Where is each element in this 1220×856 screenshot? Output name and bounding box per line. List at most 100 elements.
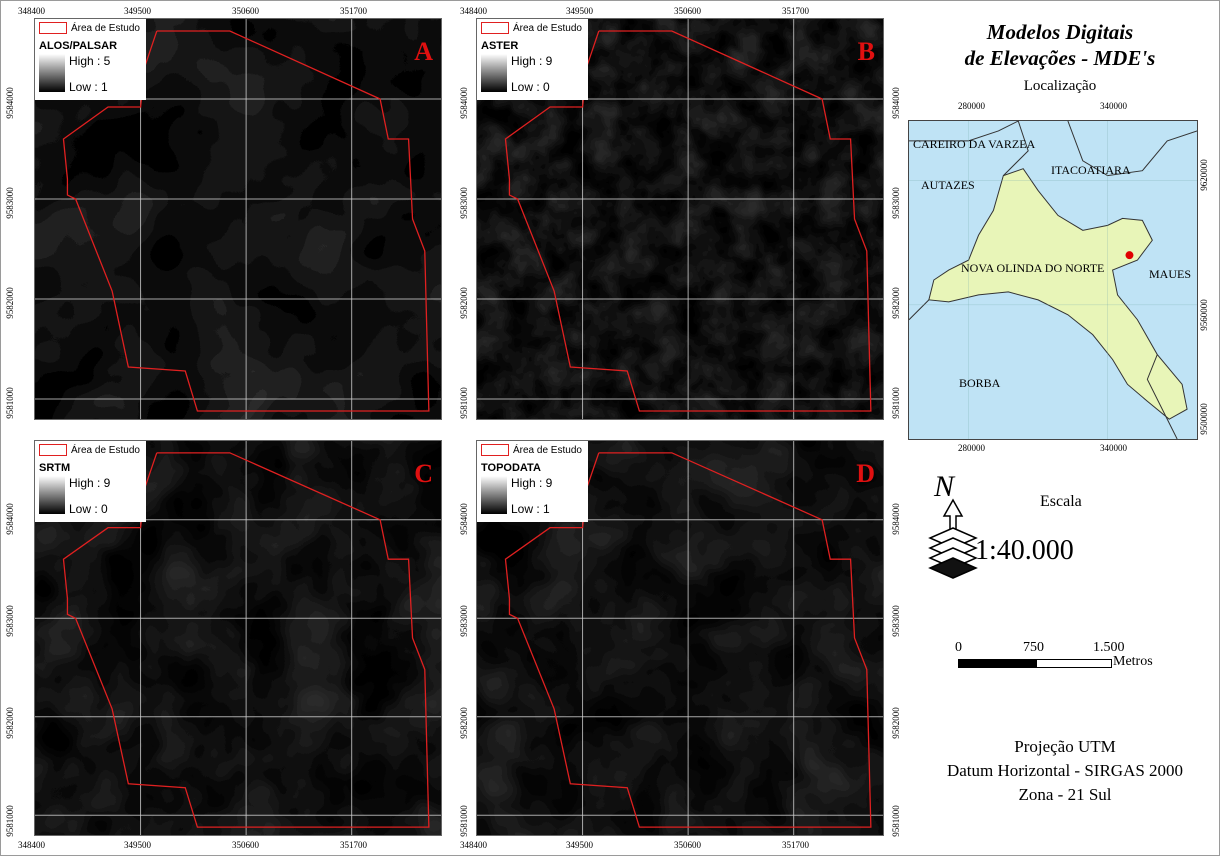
projection-line2: Datum Horizontal - SIRGAS 2000 bbox=[946, 761, 1184, 780]
loc-label-autazes: AUTAZES bbox=[921, 178, 975, 192]
panel-legend: Área de Estudo TOPODATA High : 9 Low : 1 bbox=[477, 441, 588, 522]
panel-letter: D bbox=[856, 459, 875, 488]
y-tick-right-top: 9584000 bbox=[890, 87, 901, 119]
projection-line1: Projeção UTM bbox=[1014, 737, 1116, 756]
scale-bar-unit: Metros bbox=[1113, 654, 1153, 669]
legend-low: Low : 1 bbox=[69, 80, 108, 94]
scale-bar: 0 750 1.500 Metros bbox=[955, 640, 1175, 680]
y-tick-mid-top: 9584000 bbox=[458, 87, 469, 119]
study-area-marker bbox=[1125, 251, 1134, 260]
y-tick-left-top: 9583000 bbox=[4, 187, 15, 219]
panel-letter: B bbox=[857, 37, 875, 66]
loc-label-maues: MAUES bbox=[1149, 267, 1192, 281]
y-tick-right-bottom: 9581000 bbox=[890, 805, 901, 837]
scale-ratio: 1:40.000 bbox=[975, 535, 1074, 566]
loc-y-tick-2: 9560000 bbox=[1198, 299, 1209, 331]
dem-panel-c: Área de Estudo SRTM High : 9 Low : 0 C bbox=[34, 440, 442, 836]
location-title: Localização bbox=[1023, 78, 1097, 94]
north-arrow-icon bbox=[928, 498, 978, 579]
x-tick-bottom-d: 348400 bbox=[460, 840, 487, 850]
boundary-swatch bbox=[481, 444, 509, 456]
x-tick-bottom-d: 351700 bbox=[782, 840, 809, 850]
legend-boundary-label: Área de Estudo bbox=[513, 22, 582, 34]
municipality-polygon bbox=[928, 168, 1188, 420]
elevation-color-ramp bbox=[39, 54, 65, 92]
elevation-color-ramp bbox=[481, 54, 507, 92]
scale-label: Escala bbox=[1040, 493, 1082, 510]
map-title-line2: de Elevações - MDE's bbox=[964, 46, 1156, 70]
legend-high: High : 9 bbox=[69, 476, 111, 490]
scale-bar-label-1500: 1.500 bbox=[1093, 640, 1125, 655]
x-tick-bottom-c: 351700 bbox=[340, 840, 367, 850]
y-tick-mid-bottom: 9583000 bbox=[458, 605, 469, 637]
y-tick-left-bottom: 9582000 bbox=[4, 707, 15, 739]
study-area-boundary bbox=[62, 30, 430, 412]
projection-line3: Zona - 21 Sul bbox=[1018, 785, 1112, 804]
legend-dataset-name: ALOS/PALSAR bbox=[39, 40, 118, 52]
loc-label-careiro: CAREIRO DA VARZEA bbox=[913, 137, 1036, 151]
x-tick-top-a: 348400 bbox=[18, 6, 45, 16]
y-tick-mid-bottom: 9581000 bbox=[458, 805, 469, 837]
boundary-swatch bbox=[39, 22, 67, 34]
y-tick-left-top: 9581000 bbox=[4, 387, 15, 419]
north-letter: N bbox=[934, 470, 955, 503]
study-area-boundary bbox=[504, 30, 872, 412]
map-title-line1: Modelos Digitais bbox=[986, 20, 1134, 44]
x-tick-top-b: 348400 bbox=[460, 6, 487, 16]
legend-dataset-name: SRTM bbox=[39, 462, 71, 474]
y-tick-mid-top: 9581000 bbox=[458, 387, 469, 419]
y-tick-mid-top: 9582000 bbox=[458, 287, 469, 319]
x-tick-bottom-c: 350600 bbox=[232, 840, 259, 850]
y-tick-mid-bottom: 9584000 bbox=[458, 503, 469, 535]
loc-x-tick-bottom-2: 340000 bbox=[1100, 443, 1127, 453]
loc-y-tick-3: 9500000 bbox=[1198, 403, 1209, 435]
elevation-color-ramp bbox=[481, 476, 507, 514]
x-tick-top-b: 351700 bbox=[782, 6, 809, 16]
loc-label-itacoatiara: ITACOATIARA bbox=[1051, 163, 1131, 177]
legend-low: Low : 0 bbox=[511, 80, 550, 94]
dem-panel-b: Área de Estudo ASTER High : 9 Low : 0 B bbox=[476, 18, 884, 420]
y-tick-left-top: 9582000 bbox=[4, 287, 15, 319]
x-tick-top-b: 350600 bbox=[674, 6, 701, 16]
legend-dataset-name: ASTER bbox=[481, 40, 519, 52]
north-arrow: N bbox=[918, 468, 988, 588]
x-tick-top-b: 349500 bbox=[566, 6, 593, 16]
boundary-swatch bbox=[481, 22, 509, 34]
loc-y-tick-1: 9620000 bbox=[1198, 159, 1209, 191]
legend-low: Low : 0 bbox=[69, 502, 108, 516]
y-tick-right-bottom: 9584000 bbox=[890, 503, 901, 535]
panel-legend: Área de Estudo ALOS/PALSAR High : 5 Low : 1 bbox=[35, 19, 146, 100]
y-tick-left-bottom: 9584000 bbox=[4, 503, 15, 535]
loc-x-tick-top-2: 340000 bbox=[1100, 101, 1127, 111]
x-tick-top-a: 350600 bbox=[232, 6, 259, 16]
panel-letter: C bbox=[414, 459, 433, 488]
legend-low: Low : 1 bbox=[511, 502, 550, 516]
legend-high: High : 9 bbox=[511, 476, 553, 490]
elevation-color-ramp bbox=[39, 476, 65, 514]
location-map: CAREIRO DA VARZEA ITACOATIARA AUTAZES NO… bbox=[908, 120, 1198, 440]
y-tick-right-top: 9583000 bbox=[890, 187, 901, 219]
panel-legend: Área de Estudo SRTM High : 9 Low : 0 bbox=[35, 441, 146, 522]
x-tick-top-a: 349500 bbox=[124, 6, 151, 16]
legend-boundary-label: Área de Estudo bbox=[513, 444, 582, 456]
scale-bar-label-750: 750 bbox=[1023, 640, 1044, 655]
x-tick-bottom-c: 349500 bbox=[124, 840, 151, 850]
y-tick-right-bottom: 9583000 bbox=[890, 605, 901, 637]
dem-panel-d: Área de Estudo TOPODATA High : 9 Low : 1 D bbox=[476, 440, 884, 836]
loc-x-tick-top-1: 280000 bbox=[958, 101, 985, 111]
scale-bar-label-0: 0 bbox=[955, 640, 962, 655]
panel-letter: A bbox=[414, 37, 433, 66]
y-tick-mid-bottom: 9582000 bbox=[458, 707, 469, 739]
legend-boundary-label: Área de Estudo bbox=[71, 22, 140, 34]
x-tick-bottom-d: 349500 bbox=[566, 840, 593, 850]
x-tick-top-a: 351700 bbox=[340, 6, 367, 16]
y-tick-right-top: 9582000 bbox=[890, 287, 901, 319]
x-tick-bottom-d: 350600 bbox=[674, 840, 701, 850]
y-tick-left-bottom: 9581000 bbox=[4, 805, 15, 837]
legend-boundary-label: Área de Estudo bbox=[71, 444, 140, 456]
legend-dataset-name: TOPODATA bbox=[481, 462, 541, 474]
dem-panel-a: Área de Estudo ALOS/PALSAR High : 5 Low : 1… bbox=[34, 18, 442, 420]
legend-high: High : 9 bbox=[511, 54, 553, 68]
legend-high: High : 5 bbox=[69, 54, 111, 68]
boundary-swatch bbox=[39, 444, 67, 456]
